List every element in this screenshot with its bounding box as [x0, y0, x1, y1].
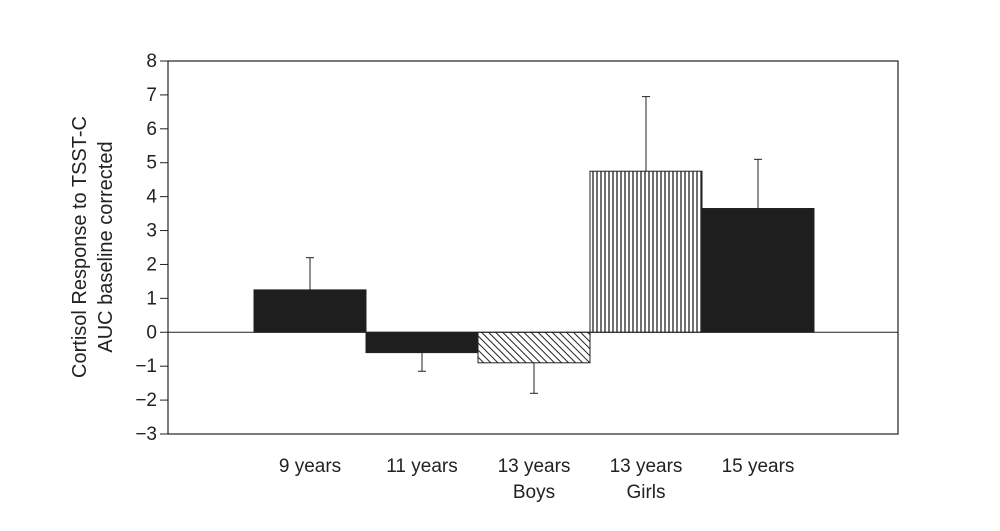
y-tick-label: 7	[146, 85, 157, 106]
labels-layer: −3 −2 −1 0 1 2 3 4 5 6 7 8 9 years 11 years 13 years Bo…	[69, 51, 794, 503]
y-tick-label: 4	[146, 187, 157, 208]
y-tick-label: −2	[135, 390, 157, 411]
x-category-label: 11 years	[386, 456, 457, 477]
bar-2	[365, 331, 479, 354]
bars-layer	[253, 170, 815, 364]
y-tick-label: 6	[146, 119, 157, 140]
y-tick-label: 2	[146, 254, 157, 275]
y-tick-label: 0	[146, 322, 157, 343]
error-bars-layer	[306, 96, 762, 394]
y-tick-label: 1	[146, 288, 157, 309]
x-category-label: Boys	[513, 482, 555, 503]
x-category-label: Girls	[626, 482, 665, 503]
axes-layer	[160, 60, 899, 435]
x-category-label: 13 years	[498, 456, 571, 477]
y-tick-label: −1	[135, 356, 157, 377]
x-category-label: 9 years	[279, 456, 341, 477]
y-axis-title: AUC baseline corrected	[95, 141, 117, 352]
x-category-label: 15 years	[722, 456, 795, 477]
x-category-label: 13 years	[610, 456, 683, 477]
y-tick-label: 8	[146, 51, 157, 72]
bar-5	[701, 208, 815, 333]
bar-4	[589, 170, 703, 333]
y-tick-label: −3	[135, 424, 157, 445]
y-tick-label: 3	[146, 221, 157, 242]
plot-frame	[167, 60, 899, 435]
bar-1	[253, 289, 367, 333]
bar-3	[477, 331, 591, 364]
y-tick-label: 5	[146, 153, 157, 174]
y-axis-title: Cortisol Response to TSST-C	[69, 116, 91, 378]
